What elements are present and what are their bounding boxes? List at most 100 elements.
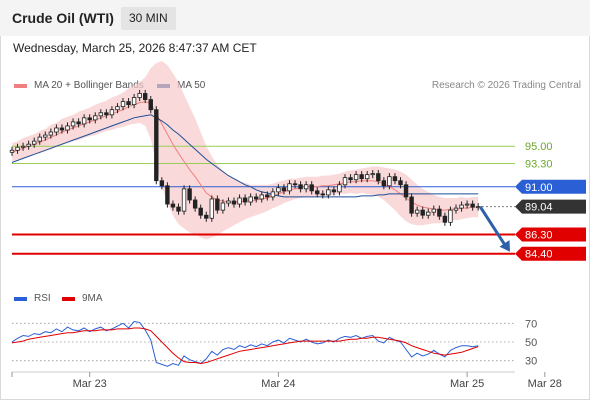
candle-body	[442, 215, 448, 223]
candle-body	[220, 202, 226, 211]
candle-body	[76, 121, 81, 125]
research-credit: Research © 2026 Trading Central	[431, 80, 581, 91]
candle-body	[359, 174, 364, 180]
candle-body	[420, 209, 425, 216]
legend-item-ma20: MA 20 + Bollinger Bands	[14, 80, 144, 91]
candle-body	[148, 99, 153, 111]
legend-label-ma50: MA 50	[177, 80, 206, 91]
candle-body	[426, 211, 431, 216]
candle-body	[242, 197, 248, 203]
candle-body	[43, 134, 48, 138]
legend-label-rsi: RSI	[34, 293, 51, 304]
candle-body	[120, 101, 126, 108]
rsi-line	[11, 320, 479, 367]
rsi-tick-70: 70	[525, 318, 537, 330]
candle-body	[20, 145, 26, 148]
forecast-arrow-head	[499, 240, 510, 252]
candle-body	[459, 204, 464, 209]
candle-body	[303, 184, 309, 190]
legend-item-rsi: RSI	[14, 293, 51, 304]
level-label-2: 91.00	[525, 182, 553, 194]
candle-body	[270, 191, 276, 198]
candle-body	[331, 189, 337, 193]
candle-body	[398, 180, 403, 186]
legend-item-9ma: 9MA	[62, 293, 103, 304]
candle-body	[226, 200, 231, 204]
candle-body	[9, 149, 15, 153]
candle-body	[154, 109, 159, 182]
candle-body	[70, 121, 76, 127]
forecast-arrow-shaft	[478, 205, 508, 248]
x-tick-label-2: Mar 25	[450, 378, 484, 390]
candle-body	[142, 93, 148, 100]
candle-body	[104, 112, 109, 116]
level-tag-last-3	[515, 199, 586, 214]
candle-body	[464, 203, 470, 206]
candle-body	[381, 180, 387, 187]
candle-body	[309, 184, 314, 192]
candle-body	[237, 197, 242, 205]
candle-body	[348, 177, 353, 181]
legend-swatch-ma20	[14, 83, 27, 88]
candle-body	[137, 93, 142, 98]
candle-body	[109, 109, 115, 116]
candle-body	[131, 97, 137, 106]
rsi-tick-50: 50	[525, 337, 537, 349]
candle-body	[370, 173, 375, 176]
rsi-9ma-line	[11, 327, 479, 365]
level-tag-support-4	[515, 227, 586, 242]
report-datetime: Wednesday, March 25, 2026 8:47:37 AM CET	[13, 41, 257, 55]
bollinger-band	[12, 61, 479, 240]
candle-body	[159, 180, 165, 187]
candle-body	[81, 117, 87, 125]
candle-body	[259, 194, 264, 200]
candle-body	[209, 198, 214, 219]
candle-body	[437, 208, 442, 217]
x-tick-label-3: Mar 28	[528, 378, 562, 390]
candle-body	[48, 131, 54, 136]
candle-body	[192, 199, 198, 209]
level-tag-pivot-2	[515, 179, 586, 194]
candle-body	[326, 189, 331, 196]
candle-body	[87, 117, 92, 121]
candle-body	[409, 196, 414, 214]
candle-body	[292, 183, 298, 186]
level-tag-support-5	[515, 246, 586, 261]
candle-body	[176, 206, 181, 212]
candle-body	[431, 208, 436, 213]
candle-body	[342, 177, 348, 186]
candle-body	[15, 146, 20, 151]
candle-body	[364, 174, 370, 180]
candle-body	[37, 136, 42, 142]
candle-body	[470, 203, 475, 208]
candle-body	[26, 143, 31, 147]
instrument-title: Crude Oil (WTI)	[12, 10, 114, 26]
candle-body	[54, 127, 59, 133]
legend-swatch-9ma	[62, 296, 75, 301]
candle-body	[187, 188, 192, 201]
candle-body	[115, 106, 120, 111]
candle-body	[403, 184, 409, 198]
candle-body	[198, 207, 203, 216]
candle-body	[98, 112, 103, 117]
legend-swatch-rsi	[14, 296, 27, 301]
x-tick-label-0: Mar 23	[73, 378, 107, 390]
candle-body	[392, 176, 398, 182]
timeframe-button[interactable]: 30 MIN	[121, 7, 176, 30]
x-tick-label-1: Mar 24	[261, 378, 295, 390]
candle-body	[337, 184, 342, 193]
candle-body	[298, 184, 303, 190]
candle-body	[93, 115, 98, 121]
candle-body	[281, 187, 287, 192]
candle-body	[315, 190, 320, 195]
candle-body	[353, 174, 359, 181]
candle-body	[231, 200, 237, 205]
candle-body	[204, 214, 209, 219]
candle-body	[320, 193, 325, 196]
candle-body	[453, 207, 459, 211]
candle-body	[65, 125, 70, 131]
candle-body	[215, 198, 220, 211]
candle-body	[253, 196, 259, 200]
candle-body	[387, 176, 392, 187]
level-label-5: 84.40	[525, 249, 553, 261]
